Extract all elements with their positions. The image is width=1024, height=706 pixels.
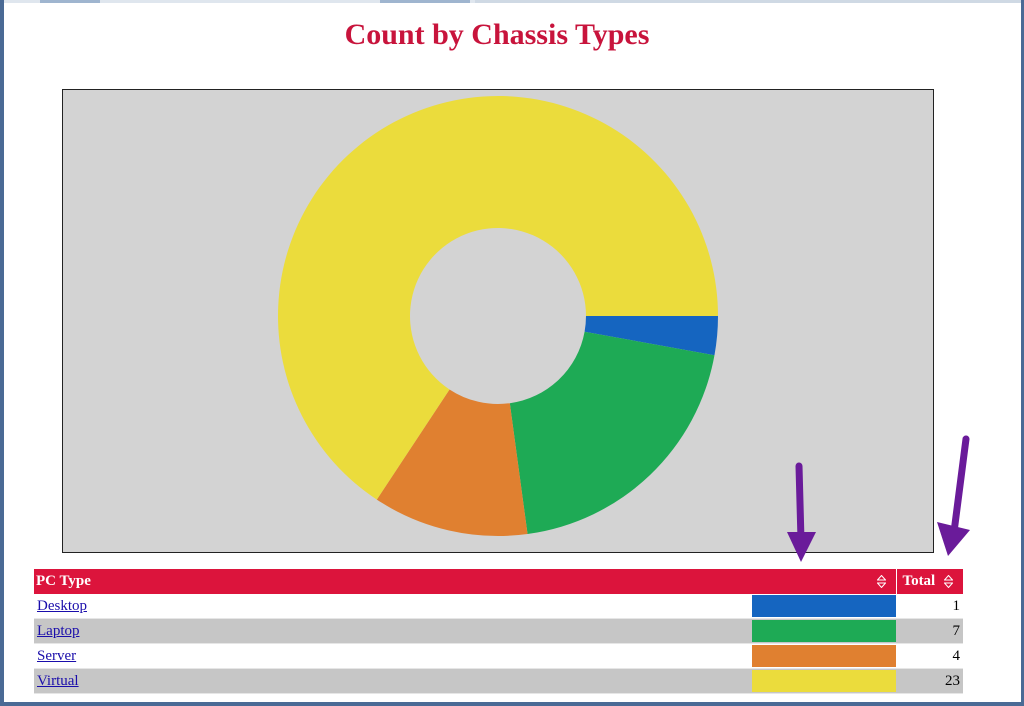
pc-type-header[interactable]: PC Type (34, 569, 897, 594)
pc-type-link-laptop[interactable]: Laptop (37, 622, 80, 639)
total-cell: 4 (896, 643, 963, 669)
window-frame-right (1021, 0, 1024, 706)
table-row: Server 4 (34, 643, 963, 669)
pc-type-link-server[interactable]: Server (37, 647, 77, 664)
total-cell: 1 (896, 594, 963, 619)
total-header-label: Total (902, 573, 936, 589)
sort-icon[interactable] (876, 575, 886, 588)
total-cell: 7 (896, 618, 963, 644)
tab-indicator (380, 0, 470, 3)
pc-type-link-virtual[interactable]: Virtual (37, 672, 79, 689)
color-cell (752, 594, 897, 619)
table-header-row: PC Type Total (34, 569, 963, 594)
color-cell (752, 618, 897, 644)
pc-type-header-label: PC Type (36, 573, 91, 589)
table-row: Desktop 1 (34, 594, 963, 619)
color-cell (752, 643, 897, 669)
donut-slice-server (376, 389, 528, 536)
donut-chart-svg (277, 95, 718, 536)
table-row: Laptop 7 (34, 618, 963, 644)
pc-type-cell: Laptop (34, 618, 753, 644)
sort-icon[interactable] (944, 575, 953, 588)
tab-indicator (475, 0, 1024, 3)
pc-type-cell: Desktop (34, 594, 753, 619)
pc-type-cell: Server (34, 643, 753, 669)
color-swatch (752, 670, 897, 692)
total-cell: 23 (896, 668, 963, 694)
window-top-bar (0, 0, 1024, 3)
tab-indicator (40, 0, 100, 3)
table-row: Virtual 23 (34, 668, 963, 694)
window-frame-left (0, 0, 4, 706)
color-swatch (752, 595, 897, 617)
donut-chart (62, 89, 934, 553)
arrow-down-icon (937, 435, 970, 556)
pc-type-link-desktop[interactable]: Desktop (37, 597, 87, 614)
donut-slice-desktop (584, 316, 718, 356)
total-header[interactable]: Total (896, 569, 963, 594)
donut-slice-virtual (277, 95, 718, 500)
window-frame-bottom (0, 702, 1024, 706)
pc-type-cell: Virtual (34, 668, 753, 694)
chassis-table: PC Type Total Desktop 1 Laptop (34, 569, 963, 694)
donut-slice-laptop (509, 331, 715, 535)
color-swatch (752, 645, 897, 667)
color-swatch (752, 620, 897, 642)
arrow-down-icon (787, 462, 816, 562)
page-title: Count by Chassis Types (344, 18, 650, 51)
color-cell (752, 668, 897, 694)
